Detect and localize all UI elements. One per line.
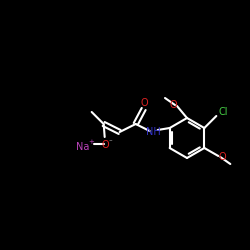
Text: O: O	[102, 140, 110, 150]
Text: ⁻: ⁻	[109, 139, 112, 145]
Text: +: +	[89, 139, 94, 145]
Text: NH: NH	[146, 127, 161, 137]
Text: O: O	[141, 98, 148, 108]
Text: Na: Na	[76, 142, 89, 152]
Text: O: O	[218, 152, 226, 162]
Text: O: O	[169, 100, 177, 110]
Text: Cl: Cl	[218, 107, 228, 117]
